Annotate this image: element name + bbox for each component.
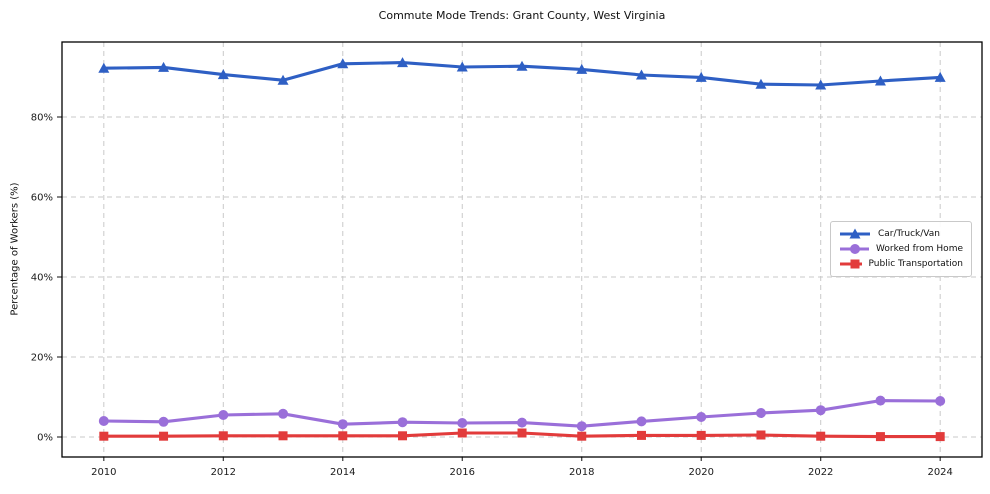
data-point xyxy=(935,396,946,406)
data-point xyxy=(756,430,766,440)
legend-sample-marker xyxy=(850,259,860,269)
y-tick-label: 40% xyxy=(31,273,53,284)
data-point xyxy=(816,431,826,441)
data-point xyxy=(934,71,946,82)
data-point xyxy=(874,75,886,86)
data-point xyxy=(338,431,348,441)
data-point xyxy=(278,431,288,441)
data-point xyxy=(755,78,767,89)
data-point xyxy=(98,62,110,73)
data-point xyxy=(635,69,647,80)
y-axis-label: Percentage of Workers (%) xyxy=(9,182,21,316)
data-point xyxy=(815,405,826,416)
x-tick-label: 2016 xyxy=(450,467,475,478)
data-point xyxy=(337,419,348,430)
data-point xyxy=(636,430,646,440)
data-point xyxy=(517,428,527,438)
data-point xyxy=(935,432,945,442)
data-point xyxy=(398,431,408,441)
y-tick-label: 60% xyxy=(31,193,53,204)
y-tick-label: 0% xyxy=(37,433,53,444)
data-point xyxy=(636,416,647,427)
x-tick-label: 2014 xyxy=(330,467,355,478)
data-point xyxy=(516,60,528,71)
series-car-truck-van xyxy=(98,57,946,90)
x-tick-label: 2010 xyxy=(91,467,116,478)
legend-item-car-truck-van: Car/Truck/Van xyxy=(839,227,963,242)
data-point xyxy=(815,79,827,90)
x-tick-label: 2024 xyxy=(927,467,952,478)
data-point xyxy=(457,418,468,428)
data-point xyxy=(217,69,229,80)
data-point xyxy=(577,431,587,441)
legend-item-public-transportation: Public Transportation xyxy=(839,256,963,271)
y-tick-label: 20% xyxy=(31,353,53,364)
legend-sample-marker xyxy=(850,244,860,254)
data-point xyxy=(576,63,588,74)
data-point xyxy=(158,61,170,72)
data-point xyxy=(397,57,409,68)
data-point xyxy=(696,430,706,440)
legend-label: Car/Truck/Van xyxy=(878,229,940,240)
legend-sample-marker xyxy=(849,228,861,239)
x-tick-label: 2020 xyxy=(688,467,713,478)
data-point xyxy=(158,416,169,427)
data-point xyxy=(98,416,109,426)
data-point xyxy=(456,61,468,72)
data-point xyxy=(277,74,289,85)
legend-line-square-icon xyxy=(840,259,862,269)
data-point xyxy=(875,395,886,406)
data-point xyxy=(695,71,707,82)
data-point xyxy=(696,412,707,422)
data-point xyxy=(337,58,349,69)
y-tick-label: 80% xyxy=(31,113,53,124)
data-point xyxy=(278,408,289,419)
data-point xyxy=(99,431,109,441)
data-point xyxy=(517,417,527,428)
legend-item-worked-from-home: Worked from Home xyxy=(839,242,963,257)
data-point xyxy=(218,410,229,420)
data-point xyxy=(397,417,408,428)
legend-line-triangle-icon xyxy=(840,228,870,239)
data-point xyxy=(755,408,766,418)
x-tick-label: 2012 xyxy=(211,467,236,478)
x-tick-label: 2018 xyxy=(569,467,594,478)
data-point xyxy=(457,428,467,438)
legend-label: Public Transportation xyxy=(868,258,963,269)
legend: Car/Truck/Van Worked from Home Public Tr… xyxy=(830,221,972,277)
series-public-transportation xyxy=(99,428,945,442)
x-tick-label: 2022 xyxy=(808,467,833,478)
series-worked-from-home xyxy=(98,395,946,432)
data-point xyxy=(218,431,228,441)
data-point xyxy=(576,421,587,432)
plot-border xyxy=(61,41,983,458)
data-point xyxy=(159,431,169,441)
legend-line-circle-icon xyxy=(840,244,870,254)
legend-label: Worked from Home xyxy=(876,244,963,254)
data-point xyxy=(875,432,885,442)
chart-title: Commute Mode Trends: Grant County, West … xyxy=(378,9,666,22)
